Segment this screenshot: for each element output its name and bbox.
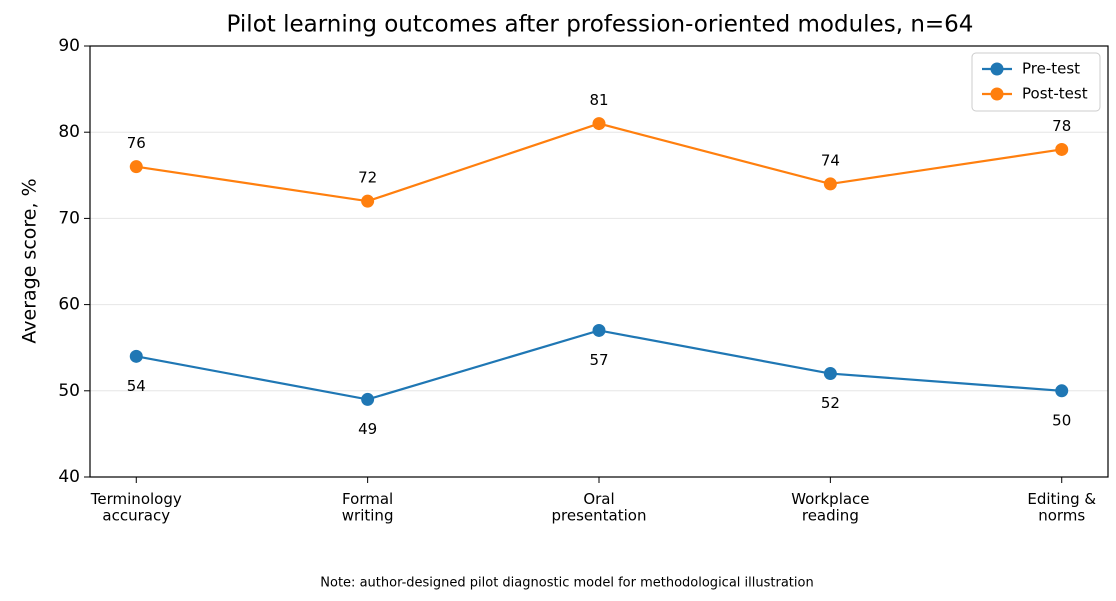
legend-marker xyxy=(990,87,1004,101)
y-tick-label: 70 xyxy=(58,208,80,228)
data-label: 49 xyxy=(358,420,377,438)
series-line xyxy=(136,122,1062,203)
data-label: 81 xyxy=(589,91,608,109)
point xyxy=(823,367,837,381)
x-tick-label: Workplace reading xyxy=(791,490,869,525)
data-label: 78 xyxy=(1052,117,1071,135)
data-label: 54 xyxy=(127,377,146,395)
data-label: 57 xyxy=(589,351,608,369)
data-label: 76 xyxy=(127,134,146,152)
x-tick-label: Terminology accuracy xyxy=(90,490,182,525)
y-tick-label: 80 xyxy=(58,122,80,142)
point xyxy=(361,194,375,208)
x-tick-label: Editing & norms xyxy=(1027,490,1096,525)
y-tick-label: 60 xyxy=(58,295,80,315)
point xyxy=(129,160,143,174)
data-label: 52 xyxy=(821,394,840,412)
chart-title: Pilot learning outcomes after profession… xyxy=(227,12,974,38)
point xyxy=(592,117,606,131)
point xyxy=(1055,142,1069,156)
point xyxy=(592,323,606,337)
plot-frame xyxy=(89,45,1109,478)
x-tick-label: Formal writing xyxy=(342,490,394,525)
legend-marker xyxy=(990,62,1004,76)
data-label: 74 xyxy=(821,151,840,169)
point xyxy=(361,392,375,406)
legend-label: Post-test xyxy=(1022,85,1088,103)
point xyxy=(129,349,143,363)
legend-label: Pre-test xyxy=(1022,60,1080,78)
point xyxy=(823,177,837,191)
data-label: 72 xyxy=(358,169,377,187)
data-label: 50 xyxy=(1052,411,1071,429)
x-tick-label: Oral presentation xyxy=(552,490,647,525)
y-tick-label: 50 xyxy=(58,381,80,401)
legend: Pre-test Post-test xyxy=(971,52,1101,112)
y-tick-label: 40 xyxy=(58,467,80,487)
point xyxy=(1055,384,1069,398)
note: Note: author-designed pilot diagnostic m… xyxy=(320,576,813,591)
y-axis-label: Average score, % xyxy=(19,178,41,343)
y-tick-label: 90 xyxy=(58,36,80,56)
legend-box xyxy=(971,52,1101,112)
